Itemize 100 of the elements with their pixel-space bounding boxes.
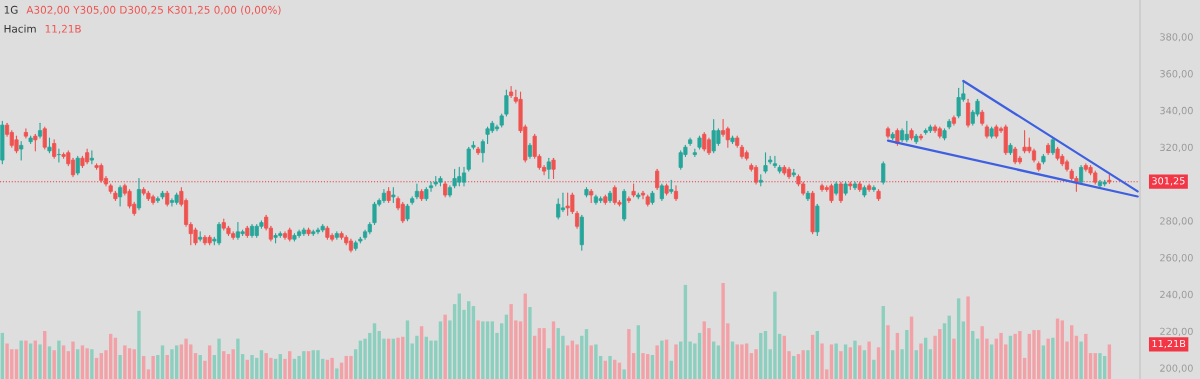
y-tick-label: 220,00 xyxy=(1160,327,1193,336)
y-tick-label: 360,00 xyxy=(1160,70,1193,79)
bar xyxy=(170,349,174,379)
bar xyxy=(829,344,834,379)
bar xyxy=(655,345,659,379)
chart-title: 1G xyxy=(4,5,18,14)
candlestick xyxy=(546,157,551,180)
y-tick-label: 260,00 xyxy=(1160,254,1193,263)
bar xyxy=(754,349,758,379)
bar xyxy=(250,355,254,379)
bar xyxy=(839,351,843,379)
bar xyxy=(1079,341,1083,379)
bar xyxy=(236,338,240,379)
bar xyxy=(38,344,42,379)
bar xyxy=(773,291,777,379)
candlestick xyxy=(414,183,419,200)
candlestick xyxy=(42,126,47,150)
bar xyxy=(1046,338,1050,379)
bar xyxy=(335,368,339,379)
bar xyxy=(1107,344,1112,379)
bar xyxy=(1032,330,1036,379)
bar xyxy=(853,340,857,379)
bar xyxy=(660,340,664,379)
candlestick xyxy=(169,198,175,207)
bar xyxy=(641,353,645,379)
bar xyxy=(843,344,848,379)
bar xyxy=(834,343,838,379)
bar xyxy=(24,340,28,379)
candlestick xyxy=(19,141,24,161)
candlestick xyxy=(881,161,886,185)
y-tick-label: 380,00 xyxy=(1160,33,1193,42)
y-tick-label: 240,00 xyxy=(1160,290,1193,300)
bar xyxy=(396,337,400,379)
bar xyxy=(575,344,579,379)
bar xyxy=(330,357,334,379)
bar xyxy=(57,340,61,379)
y-tick-label: 320,00 xyxy=(1160,143,1193,153)
bar xyxy=(820,343,824,379)
bar xyxy=(217,338,221,379)
bar xyxy=(848,347,852,379)
candlestick xyxy=(315,227,321,235)
candlestick xyxy=(216,222,222,246)
text: 11,21B xyxy=(45,24,81,34)
candlestick xyxy=(551,157,556,180)
candlestick xyxy=(626,196,631,203)
y-tick-label: 200,00 xyxy=(1160,364,1193,373)
bar xyxy=(999,332,1003,379)
candlestick xyxy=(23,128,28,139)
bar xyxy=(5,343,9,379)
bar xyxy=(118,355,122,379)
bar xyxy=(443,314,447,379)
candlestick xyxy=(75,155,80,176)
candlestick xyxy=(655,168,660,191)
chart-title: Hacim xyxy=(4,24,36,33)
candlestick xyxy=(965,98,971,128)
bar xyxy=(872,359,876,379)
annotation: A302,00 Y305,00 D300,25 K301,25 0,00 (0,00%) xyxy=(26,5,281,15)
bar xyxy=(594,344,598,379)
bar xyxy=(674,344,678,379)
bar xyxy=(744,343,749,379)
bar xyxy=(85,348,89,379)
bar xyxy=(876,347,881,379)
bar xyxy=(801,350,805,379)
bar xyxy=(867,341,871,379)
candlestick xyxy=(763,152,768,174)
candlestick xyxy=(504,89,509,117)
bar xyxy=(184,338,188,379)
bar xyxy=(349,355,353,379)
bar xyxy=(627,329,631,379)
candlestick xyxy=(37,122,43,139)
candlestick xyxy=(118,185,123,207)
bar xyxy=(476,320,480,379)
y-tick-label: 340,00 xyxy=(1160,106,1193,116)
text: 11,21B xyxy=(1152,339,1186,349)
ref-line-label: 301,25 xyxy=(1152,177,1185,186)
candlestick xyxy=(509,85,514,99)
y-tick-label: 280,00 xyxy=(1160,217,1193,226)
candlestick xyxy=(725,126,730,148)
candlestick xyxy=(838,181,843,203)
bar xyxy=(429,340,433,379)
bar xyxy=(1051,337,1055,379)
candlestick xyxy=(282,231,288,240)
bar xyxy=(740,344,744,379)
bar xyxy=(886,325,890,379)
bar xyxy=(481,321,485,379)
bar xyxy=(806,350,810,379)
bar xyxy=(123,345,127,379)
candlestick xyxy=(52,139,57,159)
bar xyxy=(622,369,626,379)
bar xyxy=(316,350,320,379)
candlestick xyxy=(721,119,726,137)
candlestick xyxy=(136,177,142,211)
bar xyxy=(989,344,994,379)
bar xyxy=(542,328,546,379)
bar xyxy=(231,349,235,379)
bar xyxy=(966,296,970,379)
bar xyxy=(151,355,155,379)
bar xyxy=(1084,333,1088,379)
bar xyxy=(952,338,956,379)
candlestick xyxy=(480,139,485,163)
